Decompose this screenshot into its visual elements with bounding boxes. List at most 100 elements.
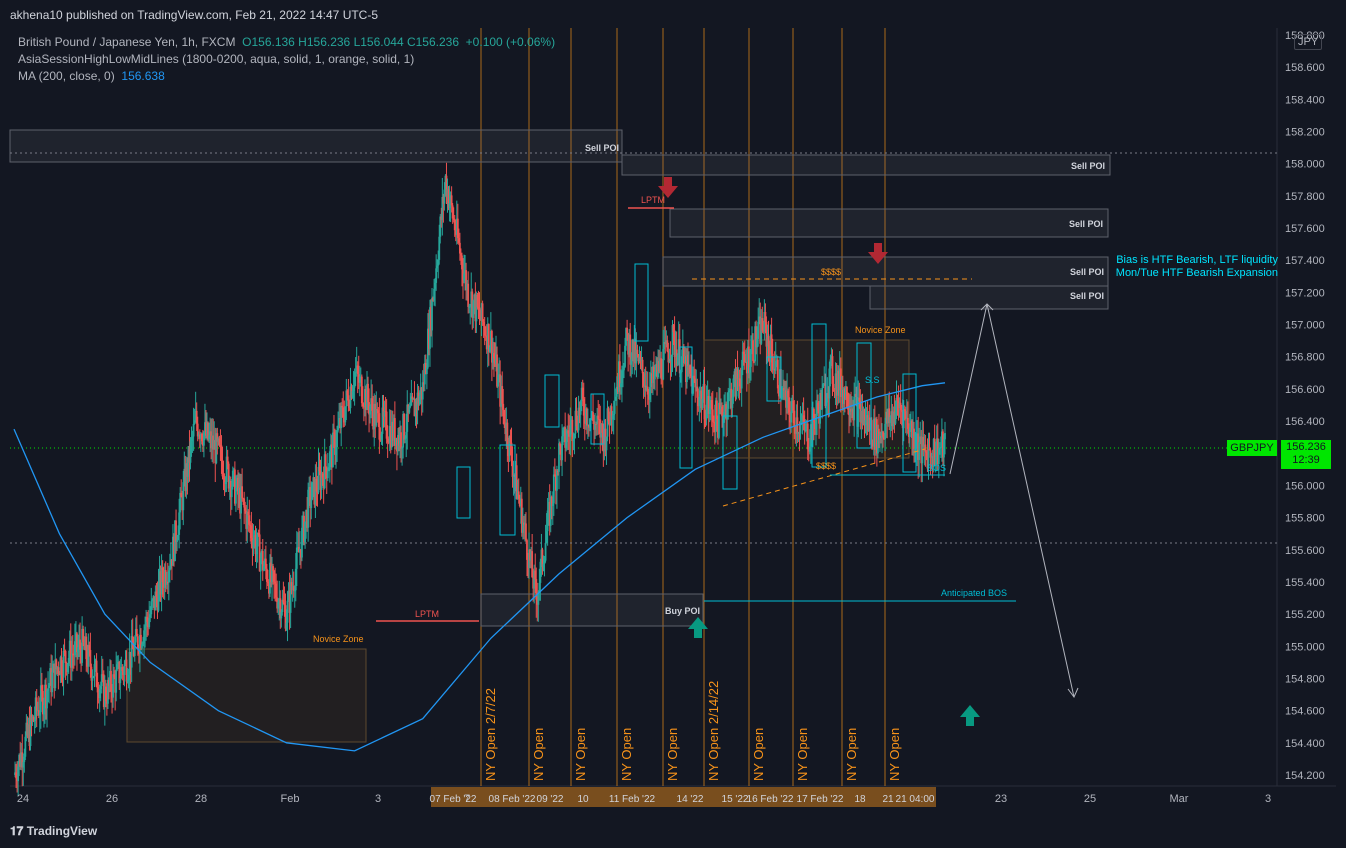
candle-body (390, 421, 393, 448)
candle-body (527, 559, 529, 568)
candle-body (105, 701, 108, 704)
candle-body (401, 447, 403, 449)
candle-body (80, 649, 82, 663)
candle-body (306, 509, 309, 528)
candle-body (862, 409, 865, 424)
candle-body (581, 387, 584, 399)
ny-open-label: NY Open (665, 728, 680, 781)
price-tick-label: 156.600 (1285, 384, 1325, 396)
candle-body (58, 674, 61, 676)
candle-body (38, 712, 41, 716)
candle-body (226, 456, 229, 464)
candle-body (803, 423, 806, 432)
candle-body (565, 441, 568, 448)
candle-body (927, 449, 930, 469)
candle-body (40, 685, 43, 691)
candle-body (203, 432, 205, 446)
candle-body (134, 628, 137, 643)
candle-body (674, 349, 677, 357)
candle-body (558, 443, 560, 472)
time-highlight-label: 07 Feb '22 (430, 794, 477, 805)
candle-body (743, 354, 746, 363)
lptm-label-1: LPTM (415, 609, 439, 619)
currency-badge[interactable]: JPY (1294, 34, 1323, 50)
candle-body (864, 420, 867, 426)
candle-body (364, 388, 366, 407)
ma-value: 156.638 (121, 69, 165, 83)
candle-body (476, 294, 479, 308)
price-tick-label: 156.800 (1285, 352, 1325, 364)
candle-body (688, 365, 690, 367)
candle-body (60, 657, 63, 675)
candle-body (339, 417, 342, 429)
candle-body (89, 649, 92, 667)
candle-body (636, 349, 639, 355)
indicator-legend[interactable]: AsiaSessionHighLowMidLines (1800-0200, a… (18, 52, 414, 66)
candle-body (113, 674, 116, 678)
candle-body (807, 449, 810, 452)
candle-body (90, 666, 93, 681)
candle-body (798, 432, 801, 434)
candle-body (564, 427, 567, 448)
candle-body (855, 393, 858, 398)
candle-body (114, 677, 117, 693)
symbol-legend[interactable]: British Pound / Japanese Yen, 1h, FXCM O… (18, 35, 555, 49)
candle-body (666, 340, 669, 352)
candle-body (596, 415, 599, 425)
candle-body (482, 321, 485, 326)
candle-body (681, 346, 684, 357)
candle-body (563, 427, 566, 431)
candle-body (842, 388, 845, 404)
candle-body (675, 349, 678, 366)
candle-body (422, 382, 425, 385)
candle-body (756, 338, 759, 348)
candle-body (576, 426, 579, 431)
candle-body (359, 376, 362, 378)
candle-body (823, 383, 826, 385)
candle-body (879, 435, 881, 440)
candle-body (607, 408, 610, 422)
candle-body (727, 392, 730, 409)
candle-body (399, 432, 401, 446)
time-highlight-label: 08 Feb '22 (489, 794, 536, 805)
candle-body (677, 339, 680, 356)
candle-body (403, 414, 406, 440)
candle-body (895, 397, 898, 413)
candle-body (504, 424, 507, 435)
candle-body (471, 291, 474, 318)
candle-body (835, 373, 838, 396)
candle-body (211, 435, 214, 449)
candle-body (671, 325, 674, 355)
candle-body (899, 402, 902, 411)
candle-body (797, 432, 800, 434)
candle-body (152, 596, 155, 601)
candle-body (205, 422, 207, 436)
candle-body (184, 468, 187, 492)
candle-body (938, 447, 941, 449)
candle-body (143, 630, 145, 644)
candle-body (935, 438, 938, 458)
candle-body (781, 397, 783, 399)
candle-body (343, 417, 346, 423)
ma-legend[interactable]: MA (200, close, 0) 156.638 (18, 69, 165, 83)
candle-body (902, 409, 905, 429)
candle-body (600, 423, 603, 438)
arrow-up-icon (960, 705, 980, 726)
candle-body (701, 398, 704, 408)
candle-body (624, 345, 626, 367)
candle-body (669, 358, 672, 362)
candle-body (808, 446, 811, 452)
candle-body (744, 361, 747, 363)
candle-body (615, 386, 618, 397)
candle-body (290, 582, 293, 590)
candle-body (791, 400, 794, 412)
candle-body (690, 373, 692, 377)
candle-body (72, 654, 75, 656)
price-tick-label: 154.600 (1285, 706, 1325, 718)
candle-body (766, 336, 769, 347)
ny-open-label: NY Open (887, 728, 902, 781)
tradingview-logo[interactable]: 𝟏𝟕 TradingView (10, 824, 97, 839)
candle-body (24, 736, 27, 757)
candle-body (857, 397, 860, 427)
